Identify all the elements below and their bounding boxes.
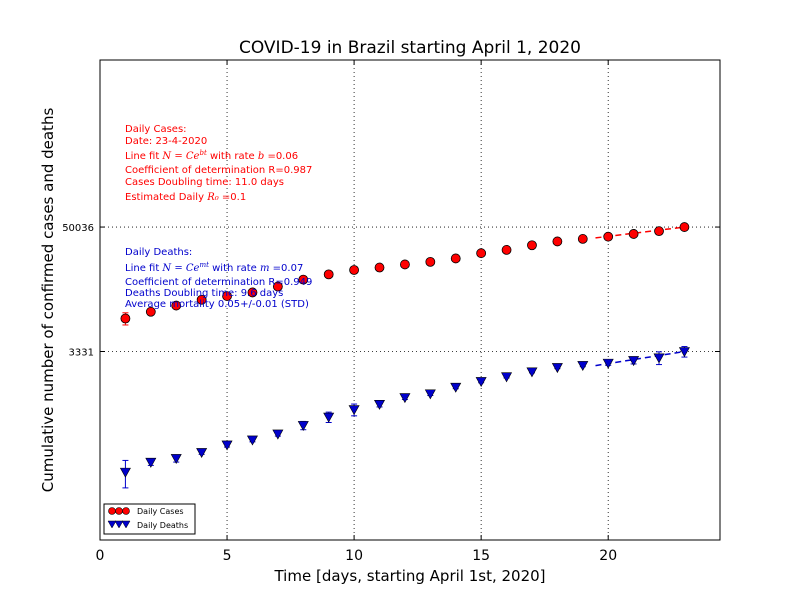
legend-marker-case (108, 507, 116, 515)
data-point-case (654, 226, 664, 237)
data-point-case (298, 274, 309, 285)
y-tick-label: 50036 (62, 223, 94, 234)
data-point-death (170, 454, 182, 465)
data-point-case (247, 287, 258, 298)
x-tick-label: 15 (472, 548, 490, 564)
legend-marker-death (107, 520, 117, 529)
deaths-mortality: Average mortality 0.05+/-0.01 (STD) (125, 299, 309, 310)
deaths-doubling: Deaths Doubling time: 9.6 days (125, 288, 283, 299)
data-point-death (145, 457, 157, 468)
data-point-case (120, 313, 131, 324)
data-point-case (603, 231, 614, 242)
data-point-death (272, 429, 284, 440)
cases-fit-text: Line fit N = Cebt with rate b =0.06 (125, 149, 298, 162)
y-tick-label: 3331 (69, 348, 94, 359)
x-tick-label: 0 (96, 548, 105, 564)
deaths-heading: Daily Deaths: (125, 247, 192, 258)
data-point-case (679, 222, 690, 232)
plot-frame (99, 59, 721, 541)
cases-heading: Daily Cases: (125, 124, 187, 135)
data-point-death (348, 405, 360, 416)
data-point-death (653, 353, 665, 364)
data-point-case (552, 236, 563, 247)
data-point-death (628, 356, 640, 367)
data-point-death (678, 347, 690, 358)
legend-label-cases: Daily Cases (137, 507, 184, 516)
data-point-death (323, 412, 335, 423)
x-axis-label: Time [days, starting April 1st, 2020] (273, 567, 545, 585)
deaths-r-line: Coefficient of determination R=0.949 (125, 277, 312, 288)
series-deaths (119, 346, 690, 489)
data-point-death (450, 382, 462, 393)
data-point-death (399, 393, 411, 404)
legend-marker-death (114, 520, 124, 529)
legend-markers (107, 507, 131, 529)
cases-r0: Estimated Daily R₀ =0.1 (125, 192, 246, 203)
data-point-death (526, 367, 538, 378)
data-point-death (602, 358, 614, 369)
axis-ticks: 0 5 10 15 20 3331 50036 (62, 60, 720, 564)
data-point-case (476, 248, 487, 259)
grid-lines (100, 60, 720, 540)
legend-marker-death (121, 520, 131, 529)
x-tick-label: 5 (223, 548, 232, 564)
data-point-death (297, 421, 309, 431)
data-point-death (475, 377, 487, 388)
legend-marker-case (122, 507, 130, 515)
data-point-case (501, 245, 512, 255)
series-cases (120, 222, 690, 326)
data-point-case (272, 281, 283, 292)
data-point-death (196, 448, 208, 459)
data-point-case (145, 306, 156, 317)
data-point-death (424, 389, 436, 400)
data-point-death (246, 435, 258, 446)
data-point-death (221, 440, 233, 451)
deaths-annotation: Daily Deaths: Line fit N = Cemt with rat… (125, 247, 312, 310)
data-point-case (349, 265, 359, 275)
data-point-death (119, 467, 131, 478)
legend-marker-case (115, 507, 123, 515)
data-point-case (425, 257, 436, 267)
cases-annotation: Daily Cases: Date: 23-4-2020 Line fit N … (125, 124, 312, 203)
data-point-case (323, 269, 334, 280)
cases-doubling: Cases Doubling time: 11.0 days (125, 177, 284, 188)
legend-label-deaths: Daily Deaths (137, 521, 188, 530)
data-point-case (374, 262, 385, 273)
cases-r-line: Coefficient of determination R=0.987 (125, 165, 312, 176)
data-marks (119, 222, 690, 489)
data-point-case (196, 294, 207, 305)
chart-title: COVID-19 in Brazil starting April 1, 202… (239, 38, 581, 58)
deaths-fit-formula: N = Ce (161, 263, 199, 274)
data-point-death (501, 372, 513, 383)
data-point-case (628, 229, 639, 239)
fit-lines (595, 226, 685, 367)
cases-date: Date: 23-4-2020 (125, 136, 207, 147)
data-point-case (222, 291, 232, 301)
cases-fit-formula: N = Ce (161, 151, 199, 162)
data-point-case (171, 300, 182, 311)
y-axis-label: Cumulative number of confirmed cases and… (39, 108, 57, 493)
legend: Daily Cases Daily Deaths (103, 503, 196, 535)
data-point-case (577, 234, 588, 244)
data-point-case (527, 240, 537, 251)
x-tick-label: 10 (345, 548, 363, 564)
data-point-death (577, 361, 589, 372)
data-point-case (450, 253, 461, 264)
data-point-death (373, 399, 386, 410)
data-point-death (551, 363, 563, 374)
data-point-case (400, 259, 410, 270)
deaths-fit-text: Line fit N = Cemt with rate m =0.07 (125, 261, 303, 274)
x-tick-label: 20 (599, 548, 617, 564)
